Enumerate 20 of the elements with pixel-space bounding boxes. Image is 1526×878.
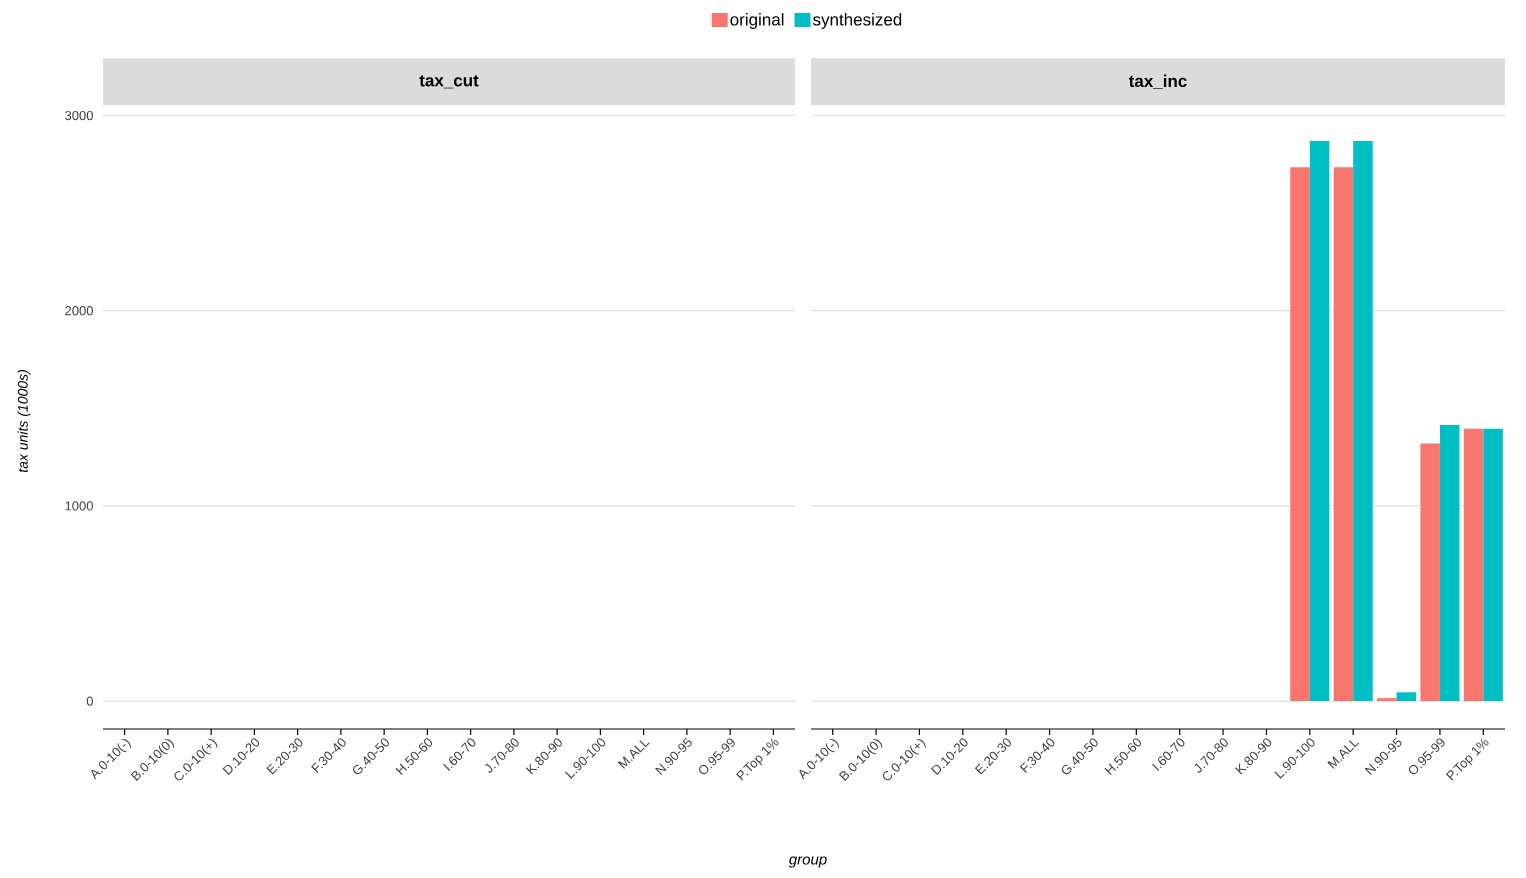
chart-title: tax_cut xyxy=(419,75,479,89)
bar xyxy=(1439,424,1460,702)
y-tick-label: 2000 xyxy=(65,306,93,316)
bar xyxy=(1463,428,1484,702)
bar xyxy=(1353,140,1373,702)
bar xyxy=(1290,167,1310,702)
y-tick-label: 0 xyxy=(86,696,93,706)
bar xyxy=(1309,140,1330,702)
chart-title: tax_inc xyxy=(1128,74,1187,89)
bar xyxy=(1333,167,1354,702)
y-tick-label: 1000 xyxy=(65,501,93,511)
y-axis-title: tax units (1000s) xyxy=(17,370,31,473)
bar xyxy=(1377,698,1397,702)
bar xyxy=(1420,443,1440,702)
legend-label: original xyxy=(730,13,784,29)
bar xyxy=(1483,428,1503,702)
legend-label: synthesized xyxy=(812,13,902,29)
bar xyxy=(1396,692,1417,702)
y-tick-label: 3000 xyxy=(65,110,93,121)
x-axis-title: group xyxy=(788,856,827,868)
